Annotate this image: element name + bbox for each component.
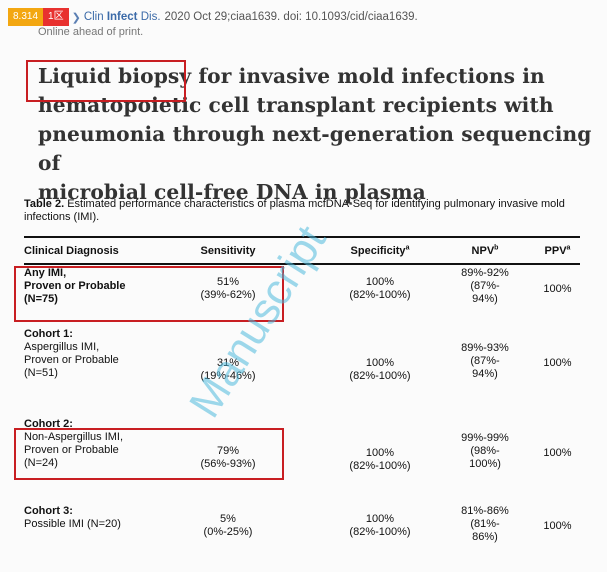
header-sensitivity: Sensitivity bbox=[200, 245, 256, 257]
citation-line: 8.314 1区 ❯ Clin Infect Dis. 2020 Oct 29;… bbox=[8, 8, 418, 26]
table-row-cohort3-npv: 81%-86% (81%- 86%) bbox=[461, 505, 509, 543]
table-header-rule bbox=[24, 263, 580, 265]
chevron-right-icon: ❯ bbox=[71, 11, 81, 24]
header-specificity: Specificitya bbox=[350, 244, 410, 257]
journal-link[interactable]: Clin Infect Dis. bbox=[83, 11, 161, 23]
table-row-cohort1-npv: 89%-93% (87%- 94%) bbox=[461, 342, 509, 380]
table-row-cohort3-diagnosis: Cohort 3: Possible IMI (N=20) bbox=[24, 505, 121, 530]
table-row-cohort2-npv: 99%-99% (98%- 100%) bbox=[461, 432, 509, 470]
table-row-cohort2-sensitivity: 79% (56%-93%) bbox=[200, 445, 256, 470]
table-caption: Table 2. Estimated performance character… bbox=[24, 198, 565, 223]
header-npv: NPVb bbox=[471, 244, 499, 257]
impact-factor-badge: 8.314 bbox=[8, 8, 44, 26]
table-row-cohort1-sensitivity: 31% (19%-46%) bbox=[200, 357, 256, 382]
table-top-rule bbox=[24, 236, 580, 238]
header-diagnosis: Clinical Diagnosis bbox=[24, 245, 119, 257]
table-row-any-imi-specificity: 100% (82%-100%) bbox=[349, 276, 411, 301]
row-highlight-box bbox=[14, 428, 284, 480]
header-ppv: PPVa bbox=[544, 244, 571, 257]
table-row-cohort2-diagnosis: Cohort 2: Non-Aspergillus IMI, Proven or… bbox=[24, 418, 124, 469]
table-row-any-imi-diagnosis: Any IMI, Proven or Probable (N=75) bbox=[24, 267, 126, 305]
table-row-cohort3-specificity: 100% (82%-100%) bbox=[349, 513, 411, 538]
table-row-any-imi-ppv: 100% bbox=[543, 283, 572, 295]
table-row-cohort2-ppv: 100% bbox=[543, 447, 572, 459]
table-row-cohort1-ppv: 100% bbox=[543, 357, 572, 369]
table-row-cohort3-ppv: 100% bbox=[543, 520, 572, 532]
rank-badge: 1区 bbox=[43, 8, 69, 26]
table-row-any-imi-npv: 89%-92% (87%- 94%) bbox=[461, 267, 509, 305]
title-highlight-box bbox=[26, 60, 186, 102]
citation-details: 2020 Oct 29;ciaa1639. doi: 10.1093/cid/c… bbox=[164, 11, 418, 23]
article-title: Liquid biopsy for invasive mold infectio… bbox=[38, 64, 592, 204]
table-row-cohort1-specificity: 100% (82%-100%) bbox=[349, 357, 411, 382]
publication-status: Online ahead of print. bbox=[38, 26, 144, 38]
table-row-any-imi-sensitivity: 51% (39%-62%) bbox=[200, 276, 256, 301]
table-row-cohort2-specificity: 100% (82%-100%) bbox=[349, 447, 411, 472]
table-row-cohort3-sensitivity: 5% (0%-25%) bbox=[203, 513, 253, 538]
row-highlight-box bbox=[14, 266, 284, 322]
title-highlight: Liquid biopsy bbox=[38, 64, 192, 88]
table-row-cohort1-diagnosis: Cohort 1: Aspergillus IMI, Proven or Pro… bbox=[24, 328, 119, 379]
